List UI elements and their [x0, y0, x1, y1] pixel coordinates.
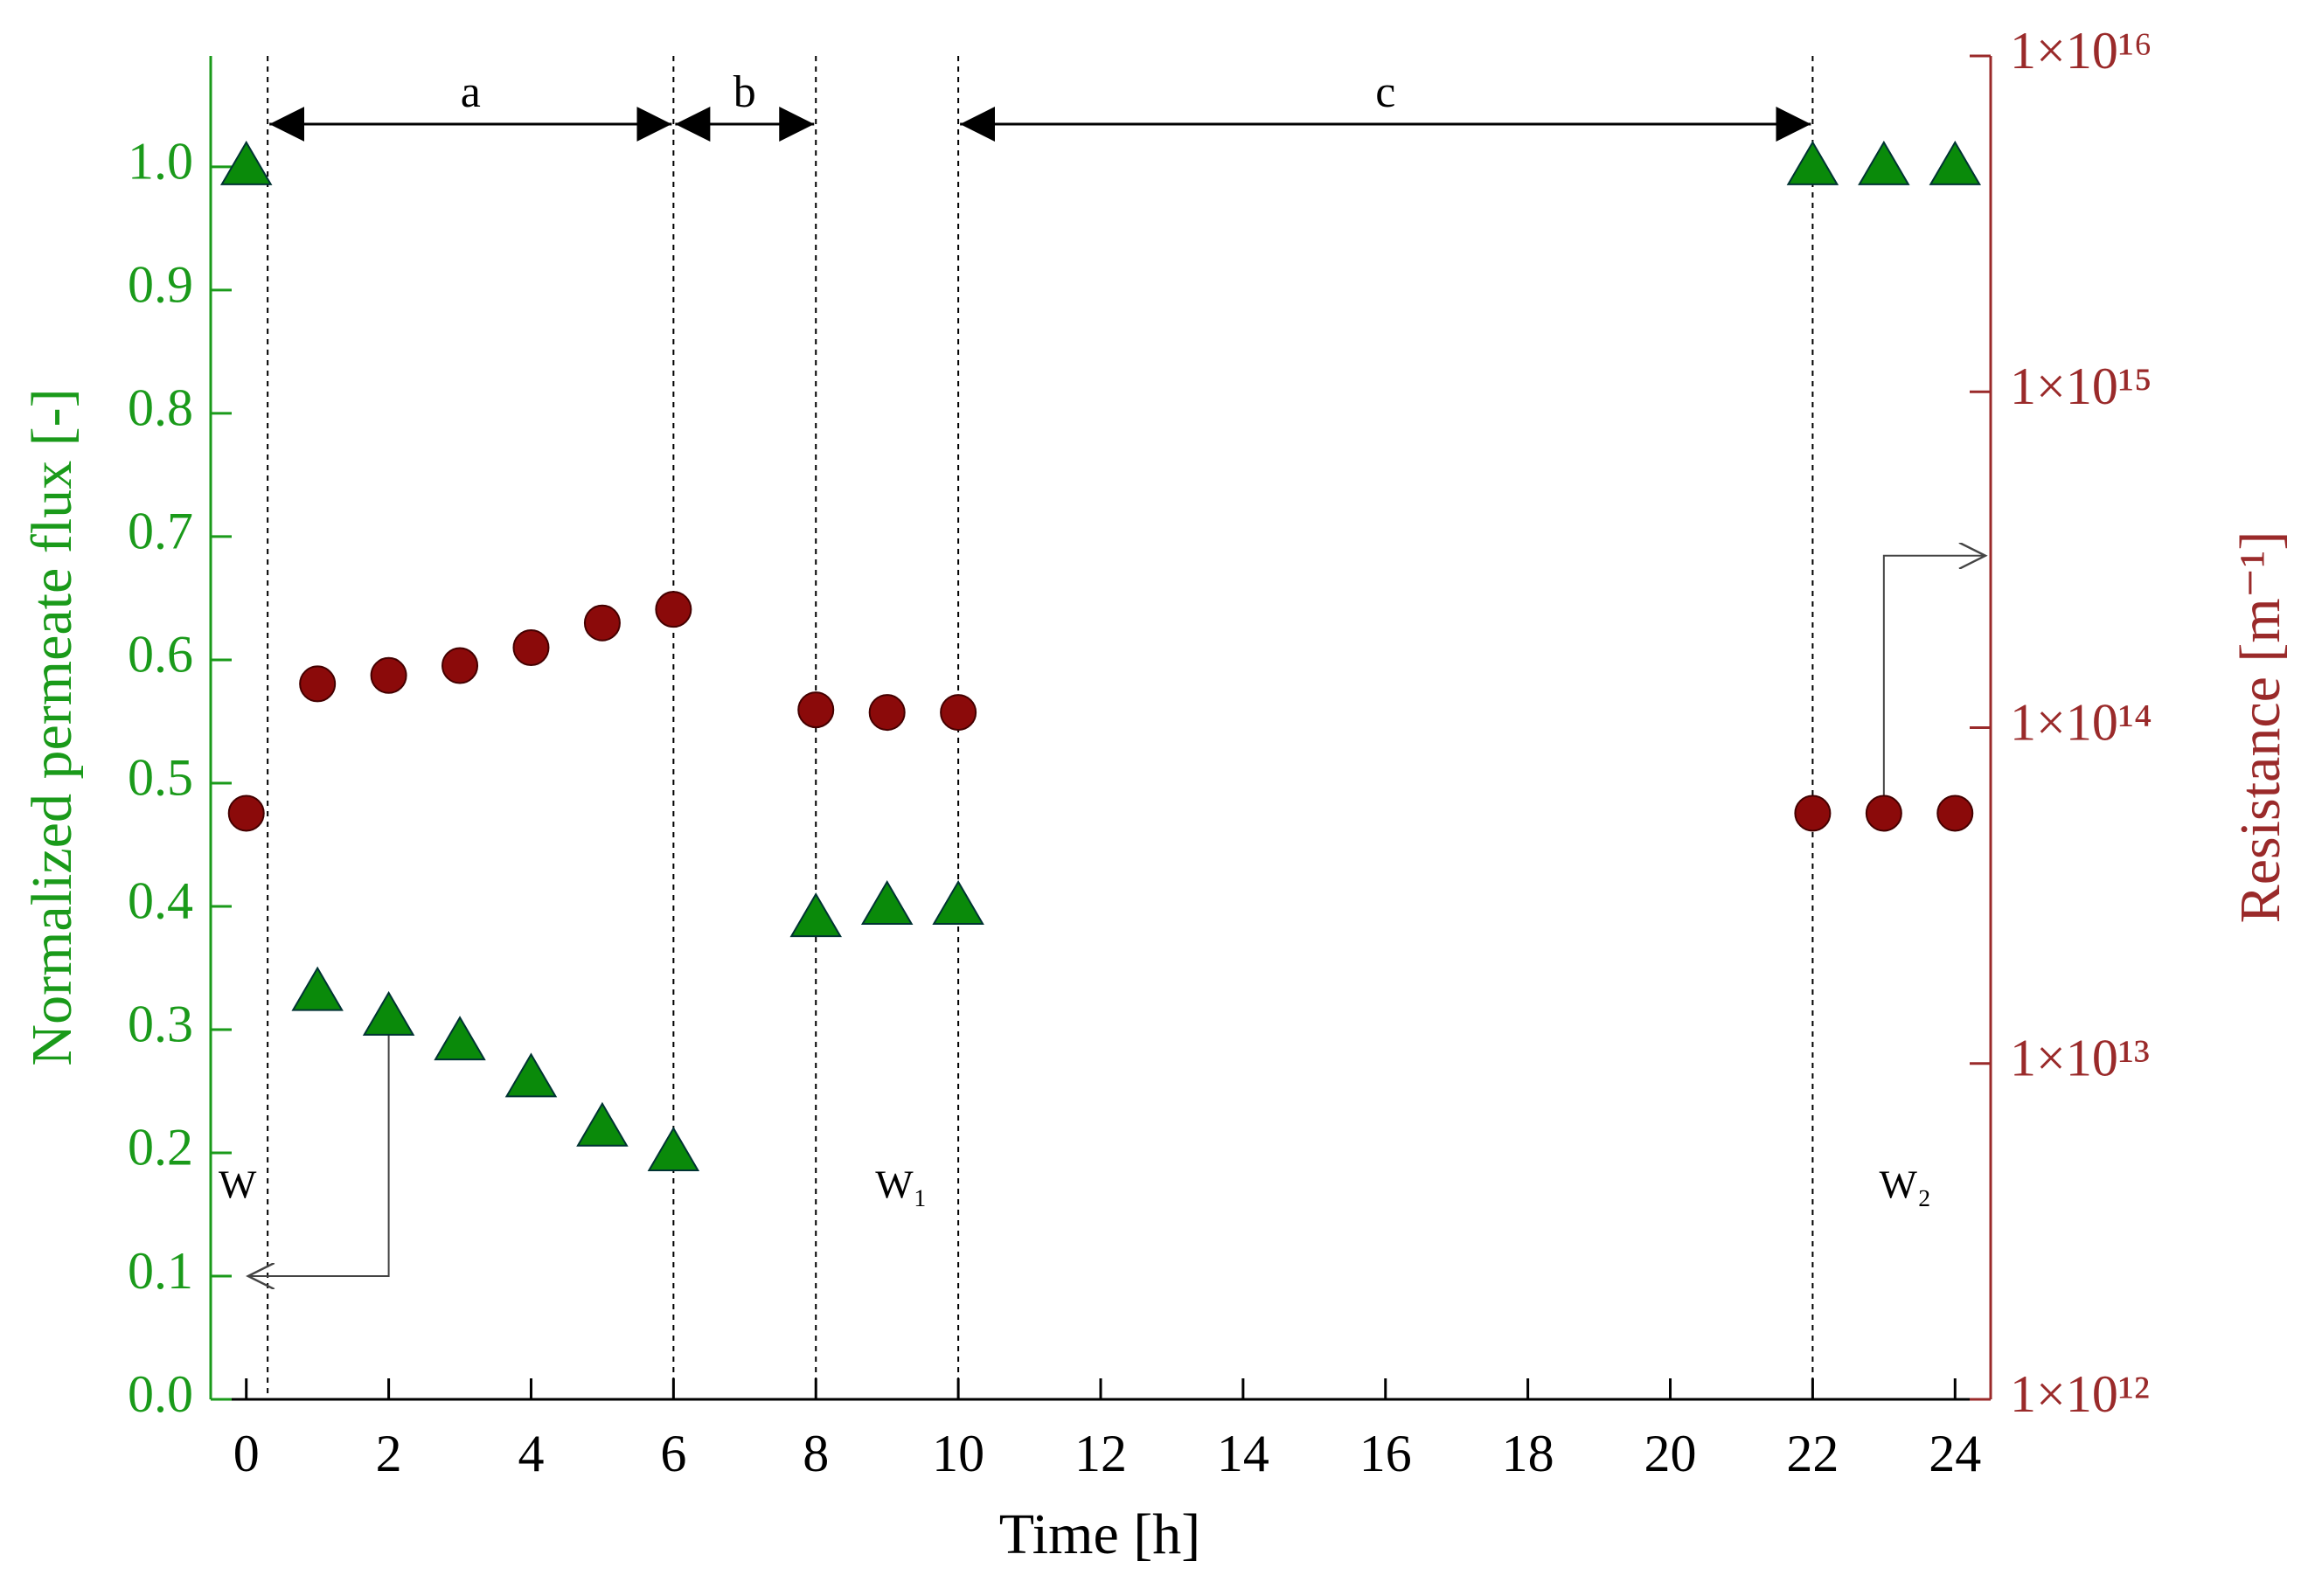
flux-marker	[1786, 140, 1839, 185]
resistance-marker	[583, 604, 621, 642]
resistance-marker	[441, 647, 479, 684]
flux-marker	[1858, 140, 1910, 185]
x-tick-label: 6	[660, 1425, 686, 1482]
resistance-marker	[797, 691, 835, 729]
resistance-marker	[1865, 795, 1902, 832]
y-tick-label: 1.0	[128, 133, 193, 191]
flux-marker	[576, 1101, 629, 1147]
y-tick-label: 0.5	[128, 749, 193, 807]
resistance-marker	[370, 656, 407, 694]
x-tick-label: 8	[803, 1425, 829, 1482]
resistance-marker	[1794, 795, 1832, 832]
interval-label: c	[1375, 67, 1395, 117]
x-tick-label: 20	[1644, 1425, 1697, 1482]
resistance-marker	[227, 795, 265, 832]
x-tick-label: 14	[1217, 1425, 1269, 1482]
resistance-marker	[940, 694, 977, 732]
x-tick-label: 2	[376, 1425, 402, 1482]
resistance-marker	[1936, 795, 1974, 832]
x-tick-label: 0	[233, 1425, 260, 1482]
y-tick-label: 0.7	[128, 503, 193, 560]
y2-tick-label: 1×10¹⁶	[2010, 22, 2152, 80]
resistance-marker	[512, 629, 550, 667]
y-tick-label: 0.2	[128, 1119, 193, 1176]
flux-marker	[789, 892, 842, 938]
y-tick-label: 0.6	[128, 626, 193, 684]
phase-label: W₁	[875, 1162, 927, 1207]
y-tick-label: 0.1	[128, 1242, 193, 1300]
flux-marker	[291, 966, 344, 1011]
x-tick-label: 12	[1074, 1425, 1127, 1482]
phase-label: W	[219, 1162, 257, 1207]
x-axis-title: Time [h]	[999, 1502, 1200, 1566]
flux-marker	[219, 140, 273, 185]
x-tick-label: 22	[1786, 1425, 1839, 1482]
interval-label: b	[733, 67, 756, 117]
y2-tick-label: 1×10¹⁵	[2010, 357, 2152, 415]
y-tick-label: 0.0	[128, 1365, 193, 1423]
flux-marker	[362, 990, 415, 1036]
y-axis-title: Normalized permeate flux [-]	[20, 388, 84, 1065]
axis-pointer	[1882, 556, 1985, 796]
y-tick-label: 0.9	[128, 256, 193, 314]
y-tick-label: 0.3	[128, 996, 193, 1053]
interval-label: a	[461, 67, 481, 117]
flux-marker	[860, 879, 914, 925]
y2-axis-title: Resistance [m⁻¹]	[2228, 531, 2292, 924]
flux-marker	[647, 1126, 700, 1171]
x-tick-label: 4	[518, 1425, 544, 1482]
axis-pointer	[248, 1034, 390, 1276]
resistance-marker	[868, 694, 906, 732]
x-tick-label: 18	[1502, 1425, 1554, 1482]
y2-tick-label: 1×10¹⁴	[2010, 693, 2152, 751]
x-tick-label: 24	[1929, 1425, 1981, 1482]
x-tick-label: 10	[932, 1425, 984, 1482]
resistance-marker	[299, 665, 337, 703]
y-tick-label: 0.4	[128, 872, 193, 930]
y-tick-label: 0.8	[128, 379, 193, 437]
y2-tick-label: 1×10¹²	[2010, 1365, 2150, 1423]
y2-tick-label: 1×10¹³	[2010, 1030, 2150, 1087]
x-tick-label: 16	[1359, 1425, 1412, 1482]
resistance-marker	[655, 591, 692, 628]
flux-marker	[504, 1052, 558, 1098]
flux-marker	[434, 1016, 486, 1061]
flux-marker	[1929, 140, 1982, 185]
phase-label: W₂	[1880, 1162, 1931, 1207]
flux-marker	[932, 879, 984, 925]
